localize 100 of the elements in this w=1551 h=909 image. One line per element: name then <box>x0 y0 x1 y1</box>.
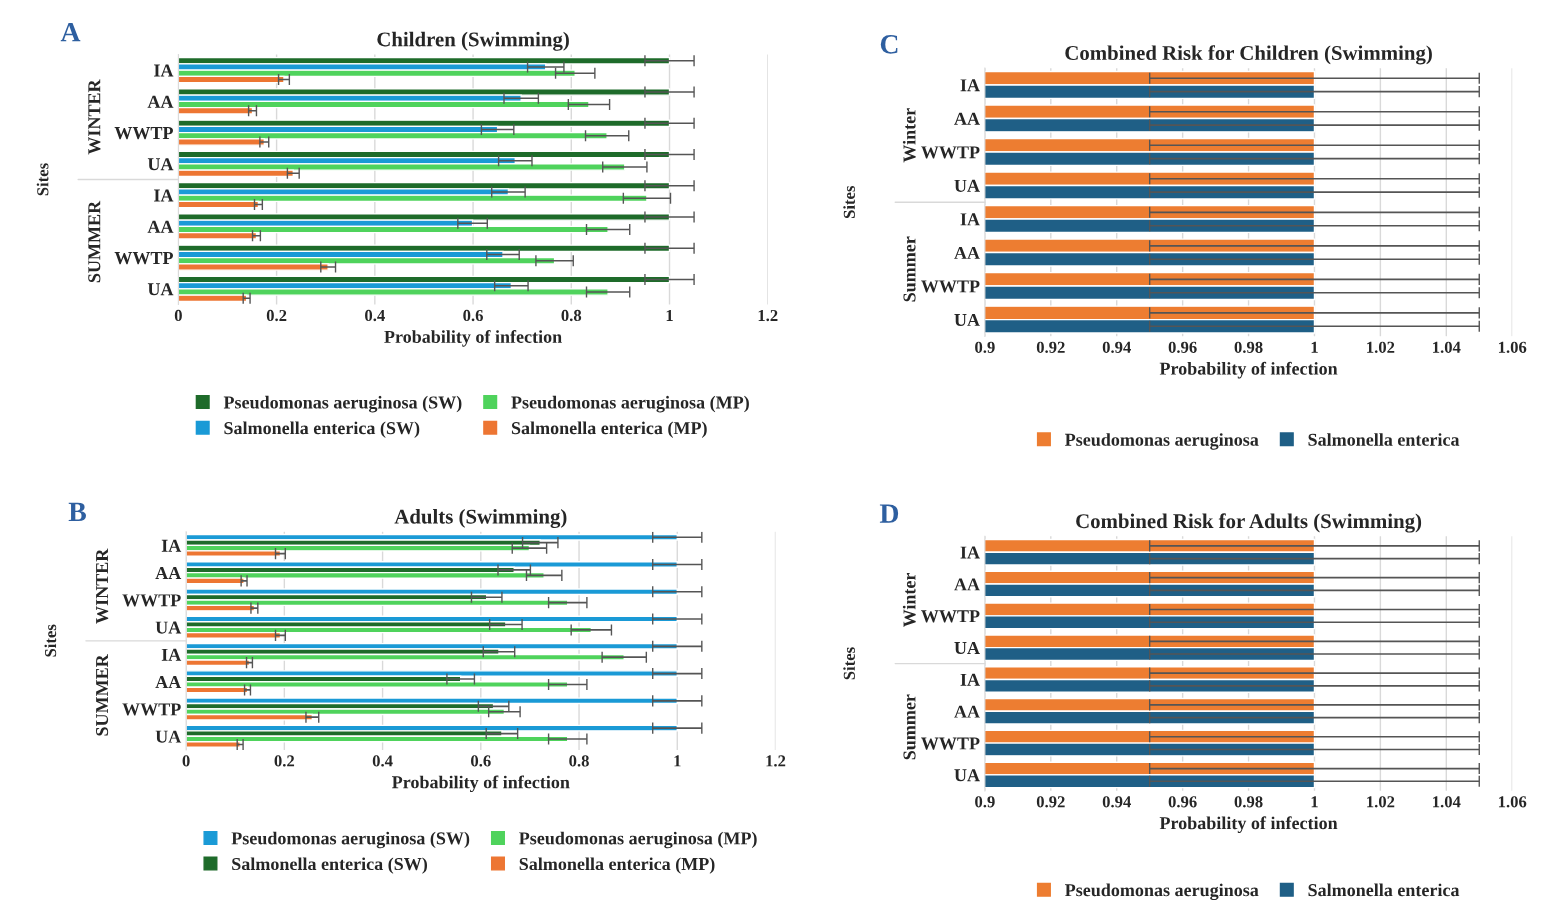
x-tick-label: 0.9 <box>975 341 995 353</box>
y-tick-label: AA <box>147 95 174 108</box>
x-tick-label: 0.92 <box>1036 341 1065 353</box>
text: Winter <box>902 572 916 628</box>
y-tick-label: WWTP <box>122 594 181 607</box>
x-tick-label: 1.06 <box>1498 341 1527 353</box>
legend-label: Salmonella enterica <box>1308 883 1460 897</box>
legend-label: Pseudomonas aeruginosa <box>1065 883 1259 901</box>
y-tick-label: IA <box>960 546 980 559</box>
x-tick-label: 0.4 <box>372 755 393 767</box>
legend-label: Pseudomonas aeruginosa (SW) <box>223 395 462 413</box>
x-tick-label: 0.98 <box>1234 796 1263 808</box>
x-tick-label: 1.04 <box>1433 796 1461 808</box>
y-tick-label: UA <box>155 730 182 743</box>
y-tick-label: UA <box>954 179 980 192</box>
x-tick-label: 0.4 <box>365 309 385 322</box>
chart-title: Combined Risk for Adults (Swimming) <box>1076 513 1422 533</box>
y-tick-label: AA <box>954 246 980 259</box>
text: D <box>879 504 899 523</box>
text: C <box>880 35 898 54</box>
text: Summer <box>903 694 916 760</box>
legend-label: Salmonella enterica (MP) <box>519 857 715 874</box>
y-tick-label: AA <box>147 220 174 233</box>
y-tick-label: IA <box>154 189 174 202</box>
x-tick-label: 1 <box>674 755 681 767</box>
chart-title: Combined Risk for Children (Swimming) <box>1065 45 1432 65</box>
x-tick-label: 0.9 <box>975 796 995 808</box>
x-tick-label: 1.02 <box>1367 341 1395 353</box>
x-tick-label: 0.8 <box>561 309 582 322</box>
legend-label: Pseudomonas aeruginosa <box>1065 433 1259 450</box>
text: SUMMER <box>88 200 101 283</box>
y-tick-label: WWTP <box>114 127 173 140</box>
text: Summer <box>903 236 916 302</box>
x-tick-label: 0.8 <box>569 755 589 767</box>
x-tick-label: 0.92 <box>1036 796 1065 808</box>
y-tick-label: IA <box>960 79 980 92</box>
y-tick-label: AA <box>155 567 182 579</box>
legend-label: Salmonella enterica (SW) <box>224 421 420 438</box>
legend-label: Pseudomonas aeruginosa (SW) <box>231 831 470 849</box>
legend-label: Pseudomonas aeruginosa (MP) <box>511 395 749 413</box>
y-tick-label: WWTP <box>921 737 980 750</box>
text: SUMMER <box>95 654 109 736</box>
y-tick-label: WWTP <box>921 280 980 293</box>
x-tick-label: 0.94 <box>1102 341 1131 353</box>
y-tick-label: UA <box>155 621 182 634</box>
y-axis-title: Sites <box>843 185 855 219</box>
x-tick-label: 0.6 <box>471 755 491 767</box>
y-tick-label: WWTP <box>921 146 980 159</box>
y-axis-title: Sites <box>843 647 855 680</box>
y-tick-label: IA <box>960 673 980 686</box>
y-tick-label: IA <box>960 213 980 226</box>
y-tick-label: UA <box>147 158 174 171</box>
text: WINTER <box>96 548 109 624</box>
legend-label: Salmonella enterica (MP) <box>511 421 707 438</box>
x-tick-label: 1.04 <box>1433 341 1461 353</box>
x-tick-label: 1 <box>1311 796 1318 808</box>
x-tick-label: 1.06 <box>1498 796 1527 808</box>
x-tick-label: 1.02 <box>1367 796 1395 808</box>
x-tick-label: 0 <box>174 309 182 322</box>
x-tick-label: 1 <box>666 309 673 321</box>
legend-label: Salmonella enterica <box>1308 433 1460 446</box>
x-tick-label: 0.94 <box>1102 796 1131 808</box>
x-tick-label: 1 <box>1311 341 1318 353</box>
chart-title: Adults (Swimming) <box>394 508 567 529</box>
x-tick-label: 1.2 <box>758 309 778 322</box>
text: Winter <box>902 108 916 163</box>
x-tick-label: 0.96 <box>1168 796 1197 808</box>
y-tick-label: WWTP <box>114 252 173 265</box>
x-tick-label: 0.2 <box>274 755 295 767</box>
y-tick-label: AA <box>954 578 980 591</box>
x-tick-label: 0.6 <box>463 309 483 322</box>
y-tick-label: AA <box>155 676 182 689</box>
text: A <box>60 22 81 42</box>
y-tick-label: IA <box>161 539 182 552</box>
text: WINTER <box>88 79 101 155</box>
y-tick-label: UA <box>954 769 980 782</box>
y-tick-label: WWTP <box>921 610 980 623</box>
y-axis-title: Sites <box>44 624 57 657</box>
y-tick-label: AA <box>954 112 980 125</box>
y-tick-label: IA <box>154 64 174 77</box>
x-tick-label: 0 <box>182 755 190 767</box>
x-tick-label: 0.98 <box>1234 341 1263 353</box>
x-axis-title: Probability of infection <box>1159 816 1338 833</box>
x-tick-label: 1.2 <box>766 755 786 767</box>
legend-label: Salmonella enterica (SW) <box>232 857 428 874</box>
y-tick-label: UA <box>954 642 980 655</box>
y-axis-title: Sites <box>36 163 49 196</box>
x-tick-label: 0.96 <box>1168 341 1197 353</box>
y-tick-label: WWTP <box>122 703 181 716</box>
x-axis-title: Probability of infection <box>1159 361 1338 379</box>
x-axis-title: Probability of infection <box>392 775 570 793</box>
legend-label: Pseudomonas aeruginosa (MP) <box>519 831 757 849</box>
x-axis-title: Probability of infection <box>384 330 562 347</box>
y-tick-label: UA <box>147 283 174 296</box>
x-tick-label: 0.2 <box>266 309 287 322</box>
text: B <box>68 502 86 522</box>
y-tick-label: IA <box>161 648 182 661</box>
y-tick-label: AA <box>954 705 980 718</box>
y-tick-label: UA <box>954 313 980 326</box>
chart-title: Children (Swimming) <box>377 31 569 51</box>
